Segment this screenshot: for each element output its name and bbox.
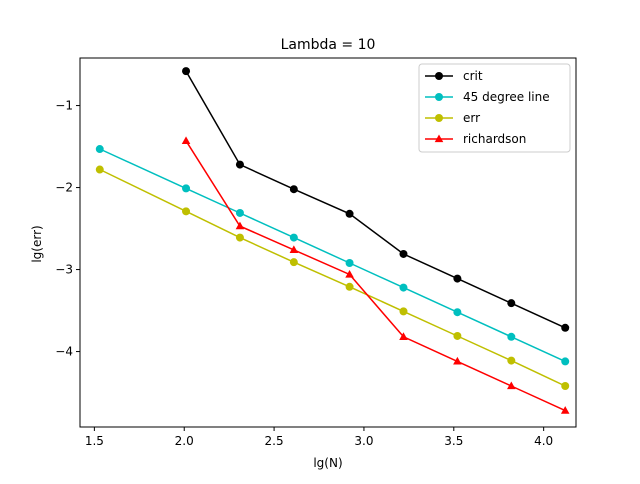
y-tick-label: −2 [55,181,73,195]
data-point [561,382,570,390]
y-tick-label: −3 [55,263,73,277]
data-point [453,308,462,317]
data-point [399,283,408,292]
legend-label: richardson [463,132,526,146]
data-point [235,233,244,242]
x-tick-label: 2.0 [175,434,194,448]
data-point [289,245,299,254]
x-axis-label: lg(N) [313,456,342,470]
legend: crit 45 degree line err richardson [418,63,571,153]
data-point [289,258,298,267]
x-tick-label: 4.0 [534,434,553,448]
data-point [507,356,516,365]
data-point [235,221,245,230]
axes: 1.5 2.0 2.5 3.0 3.5 4.0 −4 −3 −2 −1 [55,57,577,448]
series-line-3 [185,140,566,412]
data-point [95,145,104,154]
data-point [453,356,462,365]
legend-marker [435,93,443,101]
data-point [345,269,354,278]
legend-label: crit [463,69,483,83]
data-point [345,259,354,267]
legend-label: 45 degree line [463,90,550,104]
y-axis-label: lg(err) [30,225,44,262]
data-point [182,184,191,193]
data-point [235,160,244,169]
data-point [560,406,570,414]
x-tick-label: 2.5 [265,434,284,448]
plot-area [95,67,570,414]
data-point [399,332,408,340]
legend-marker [435,114,443,122]
series-line-0 [185,70,566,329]
data-point [345,209,354,218]
data-point [561,357,570,366]
y-tick-label: −4 [55,345,73,359]
legend-label: err [463,111,480,125]
data-point [399,249,408,258]
data-point [182,67,191,76]
data-point [507,332,516,341]
axes-frame [79,57,577,428]
legend-box [418,63,571,153]
x-tick-label: 1.5 [85,434,104,448]
data-point [235,208,244,217]
data-point [345,282,354,291]
data-point [453,274,462,283]
data-point [182,207,191,216]
y-tick-label: −1 [55,99,73,113]
data-point [95,165,104,174]
data-point [289,185,298,194]
legend-marker [435,72,443,80]
data-point [507,381,516,390]
data-point [289,233,298,242]
x-tick-label: 3.0 [354,434,373,448]
legend-marker [434,134,444,143]
chart-title: Lambda = 10 [281,37,376,53]
data-point [181,136,191,144]
x-tick-label: 3.5 [444,434,463,448]
data-point [453,331,462,340]
data-point [561,323,570,332]
data-point [399,307,408,316]
data-point [507,299,516,308]
